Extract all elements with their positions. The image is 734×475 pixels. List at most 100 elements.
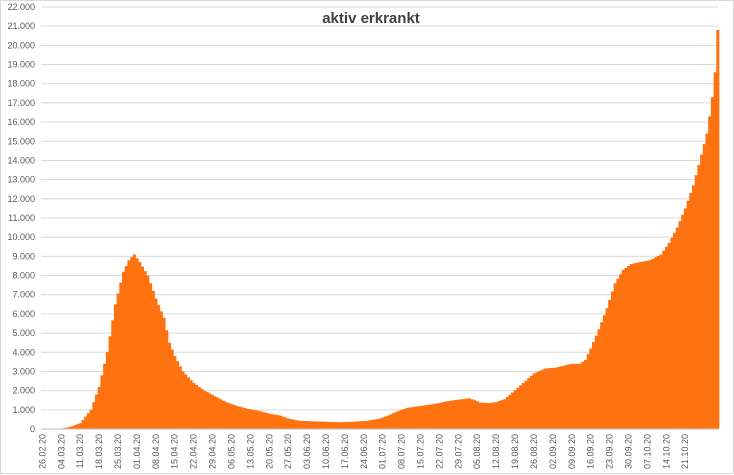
x-tick-label: 08.07.20 bbox=[397, 434, 407, 469]
bar bbox=[208, 394, 211, 429]
bar bbox=[662, 251, 665, 429]
bar bbox=[98, 387, 101, 429]
bar bbox=[503, 399, 506, 429]
bar bbox=[227, 403, 230, 429]
x-tick-label: 30.09.20 bbox=[624, 434, 634, 469]
bar bbox=[284, 417, 287, 429]
bar bbox=[268, 414, 271, 429]
bar bbox=[443, 402, 446, 429]
bar bbox=[325, 422, 328, 429]
bar bbox=[198, 387, 201, 429]
bar bbox=[314, 421, 317, 429]
bar bbox=[219, 399, 222, 429]
x-tick-label: 24.06.20 bbox=[359, 434, 369, 469]
x-tick-label: 25.03.20 bbox=[113, 434, 123, 469]
bar bbox=[319, 422, 322, 429]
x-tick-label: 02.09.20 bbox=[548, 434, 558, 469]
bar bbox=[473, 400, 476, 429]
bar bbox=[114, 304, 117, 429]
y-tick-label: 5.000 bbox=[12, 328, 35, 338]
bar bbox=[487, 403, 490, 429]
bar bbox=[481, 403, 484, 429]
bar bbox=[136, 258, 139, 429]
y-tick-label: 20.000 bbox=[7, 40, 35, 50]
bar bbox=[592, 342, 595, 429]
y-tick-label: 17.000 bbox=[7, 98, 35, 108]
x-tick-label: 27.05.20 bbox=[283, 434, 293, 469]
bar bbox=[163, 318, 166, 429]
bar bbox=[673, 233, 676, 429]
bar bbox=[144, 271, 147, 429]
y-tick-label: 6.000 bbox=[12, 309, 35, 319]
x-tick-label: 05.08.20 bbox=[472, 434, 482, 469]
bar bbox=[422, 406, 425, 429]
bar bbox=[103, 364, 106, 429]
bar bbox=[597, 329, 600, 429]
bar bbox=[384, 417, 387, 429]
bar bbox=[252, 410, 255, 429]
bar bbox=[460, 399, 463, 429]
bar bbox=[290, 419, 293, 429]
bar bbox=[281, 417, 284, 429]
bar bbox=[157, 305, 160, 429]
bar bbox=[176, 361, 179, 429]
bar bbox=[425, 405, 428, 429]
bar bbox=[649, 260, 652, 429]
bar bbox=[354, 422, 357, 429]
x-tick-label: 14.10.20 bbox=[661, 434, 671, 469]
bar bbox=[371, 420, 374, 429]
bar bbox=[95, 394, 98, 429]
bar bbox=[100, 375, 103, 429]
bar bbox=[538, 371, 541, 429]
bar bbox=[668, 243, 671, 429]
bar bbox=[651, 259, 654, 429]
bar bbox=[271, 414, 274, 429]
x-tick-label: 12.08.20 bbox=[491, 434, 501, 469]
bar bbox=[379, 418, 382, 429]
x-tick-label: 11.03.20 bbox=[75, 434, 85, 468]
bar bbox=[341, 422, 344, 429]
bar bbox=[646, 261, 649, 429]
bar bbox=[260, 411, 263, 429]
bar bbox=[187, 377, 190, 429]
x-tick-label: 22.07.20 bbox=[434, 434, 444, 469]
y-tick-label: 12.000 bbox=[7, 194, 35, 204]
bar bbox=[543, 369, 546, 429]
x-tick-label: 20.05.20 bbox=[264, 434, 274, 469]
bar bbox=[192, 383, 195, 429]
bar bbox=[179, 366, 182, 429]
bar bbox=[508, 395, 511, 429]
x-tick-label: 29.07.20 bbox=[453, 434, 463, 469]
bar bbox=[195, 385, 198, 429]
bar bbox=[638, 262, 641, 429]
x-tick-label: 18.03.20 bbox=[94, 434, 104, 469]
bar bbox=[573, 364, 576, 429]
bar bbox=[449, 401, 452, 429]
bar bbox=[705, 134, 708, 429]
bar bbox=[84, 417, 87, 429]
x-tick-label: 06.05.20 bbox=[226, 434, 236, 469]
bar bbox=[392, 413, 395, 429]
bar bbox=[700, 155, 703, 429]
bar bbox=[235, 406, 238, 429]
bar bbox=[678, 221, 681, 429]
bar bbox=[506, 397, 509, 429]
bar bbox=[141, 267, 144, 429]
bar bbox=[346, 422, 349, 429]
bar bbox=[552, 368, 555, 429]
bar bbox=[660, 254, 663, 429]
bar bbox=[665, 247, 668, 429]
y-tick-label: 22.000 bbox=[7, 2, 35, 12]
bar bbox=[211, 395, 214, 429]
y-tick-label: 8.000 bbox=[12, 271, 35, 281]
y-tick-label: 16.000 bbox=[7, 117, 35, 127]
y-tick-label: 19.000 bbox=[7, 60, 35, 70]
bar bbox=[279, 416, 282, 429]
x-tick-label: 08.04.20 bbox=[151, 434, 161, 469]
x-tick-label: 09.09.20 bbox=[567, 434, 577, 469]
bar bbox=[411, 407, 414, 429]
bar bbox=[273, 415, 276, 429]
bar bbox=[681, 215, 684, 429]
bar bbox=[462, 399, 465, 429]
